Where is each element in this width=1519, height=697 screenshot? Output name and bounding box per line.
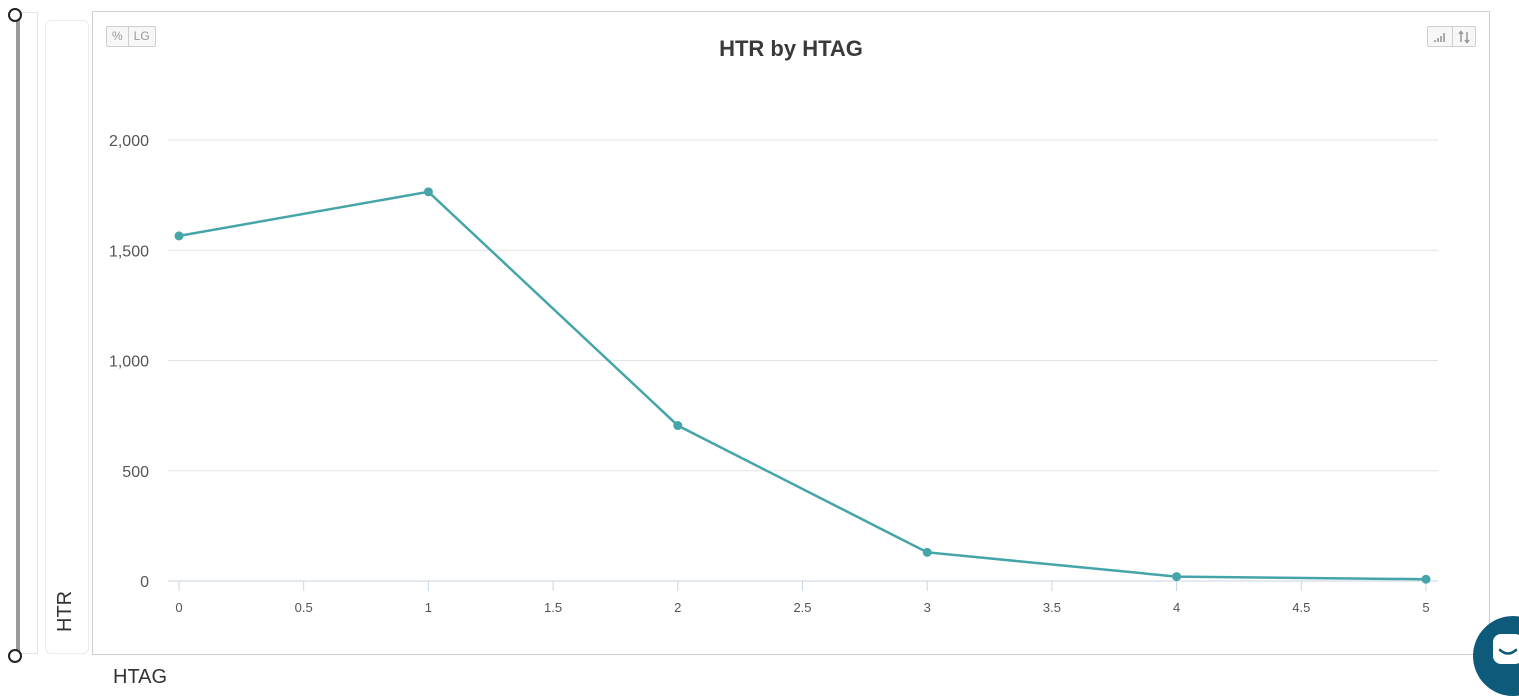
- series-line-path: [178, 190, 1427, 581]
- x-tick-label: 1: [425, 600, 432, 615]
- y-tick-label: 2,000: [109, 133, 149, 150]
- sort-arrows-icon[interactable]: [1453, 27, 1475, 46]
- x-tick-label: 3: [924, 600, 931, 615]
- x-tick-label: 0: [175, 600, 182, 615]
- x-tick-label: 1.5: [544, 600, 562, 615]
- signal-bars-icon[interactable]: [1428, 27, 1453, 46]
- range-slider-bottom-handle[interactable]: [8, 649, 22, 663]
- range-slider-track[interactable]: [16, 15, 20, 657]
- log-scale-button[interactable]: LG: [133, 29, 150, 43]
- data-point: [174, 231, 184, 241]
- x-tick-label: 4: [1173, 600, 1180, 615]
- chat-icon: [1493, 634, 1519, 664]
- y-tick-label: 0: [140, 574, 149, 591]
- range-slider-frame: [20, 12, 38, 654]
- y-tick-label: 1,500: [109, 243, 149, 260]
- y-axis-field-panel[interactable]: [45, 20, 89, 654]
- y-tick-label: 1,000: [109, 354, 149, 371]
- scale-button-group: % LG: [106, 26, 156, 47]
- data-point: [922, 547, 932, 557]
- sort-button-group: [1427, 26, 1476, 47]
- data-point: [1421, 574, 1431, 584]
- data-point: [673, 421, 683, 431]
- x-axis-title: HTAG: [113, 666, 168, 688]
- x-tick-label: 2: [674, 600, 681, 615]
- x-tick-label: 4.5: [1292, 600, 1310, 615]
- y-tick-label: 500: [122, 464, 149, 481]
- range-slider-top-handle[interactable]: [8, 8, 22, 22]
- data-point: [1172, 572, 1182, 582]
- x-tick-label: 3.5: [1043, 600, 1061, 615]
- percent-button[interactable]: %: [107, 27, 129, 46]
- x-tick-labels: 0 0.5 1 1.5 2 2.5 3 3.5 4 4.5 5: [175, 600, 1429, 615]
- series-line: [174, 187, 1431, 584]
- y-tick-labels: 0 500 1,000 1,500 2,000: [109, 133, 149, 591]
- data-point: [423, 187, 433, 197]
- x-tick-label: 0.5: [295, 600, 313, 615]
- chart-container: % LG HTR by HTAG: [92, 11, 1490, 655]
- grid-lines: [168, 139, 1438, 591]
- chart-title: HTR by HTAG: [719, 36, 863, 61]
- x-tick-label: 2.5: [793, 600, 811, 615]
- x-tick-label: 5: [1422, 600, 1429, 615]
